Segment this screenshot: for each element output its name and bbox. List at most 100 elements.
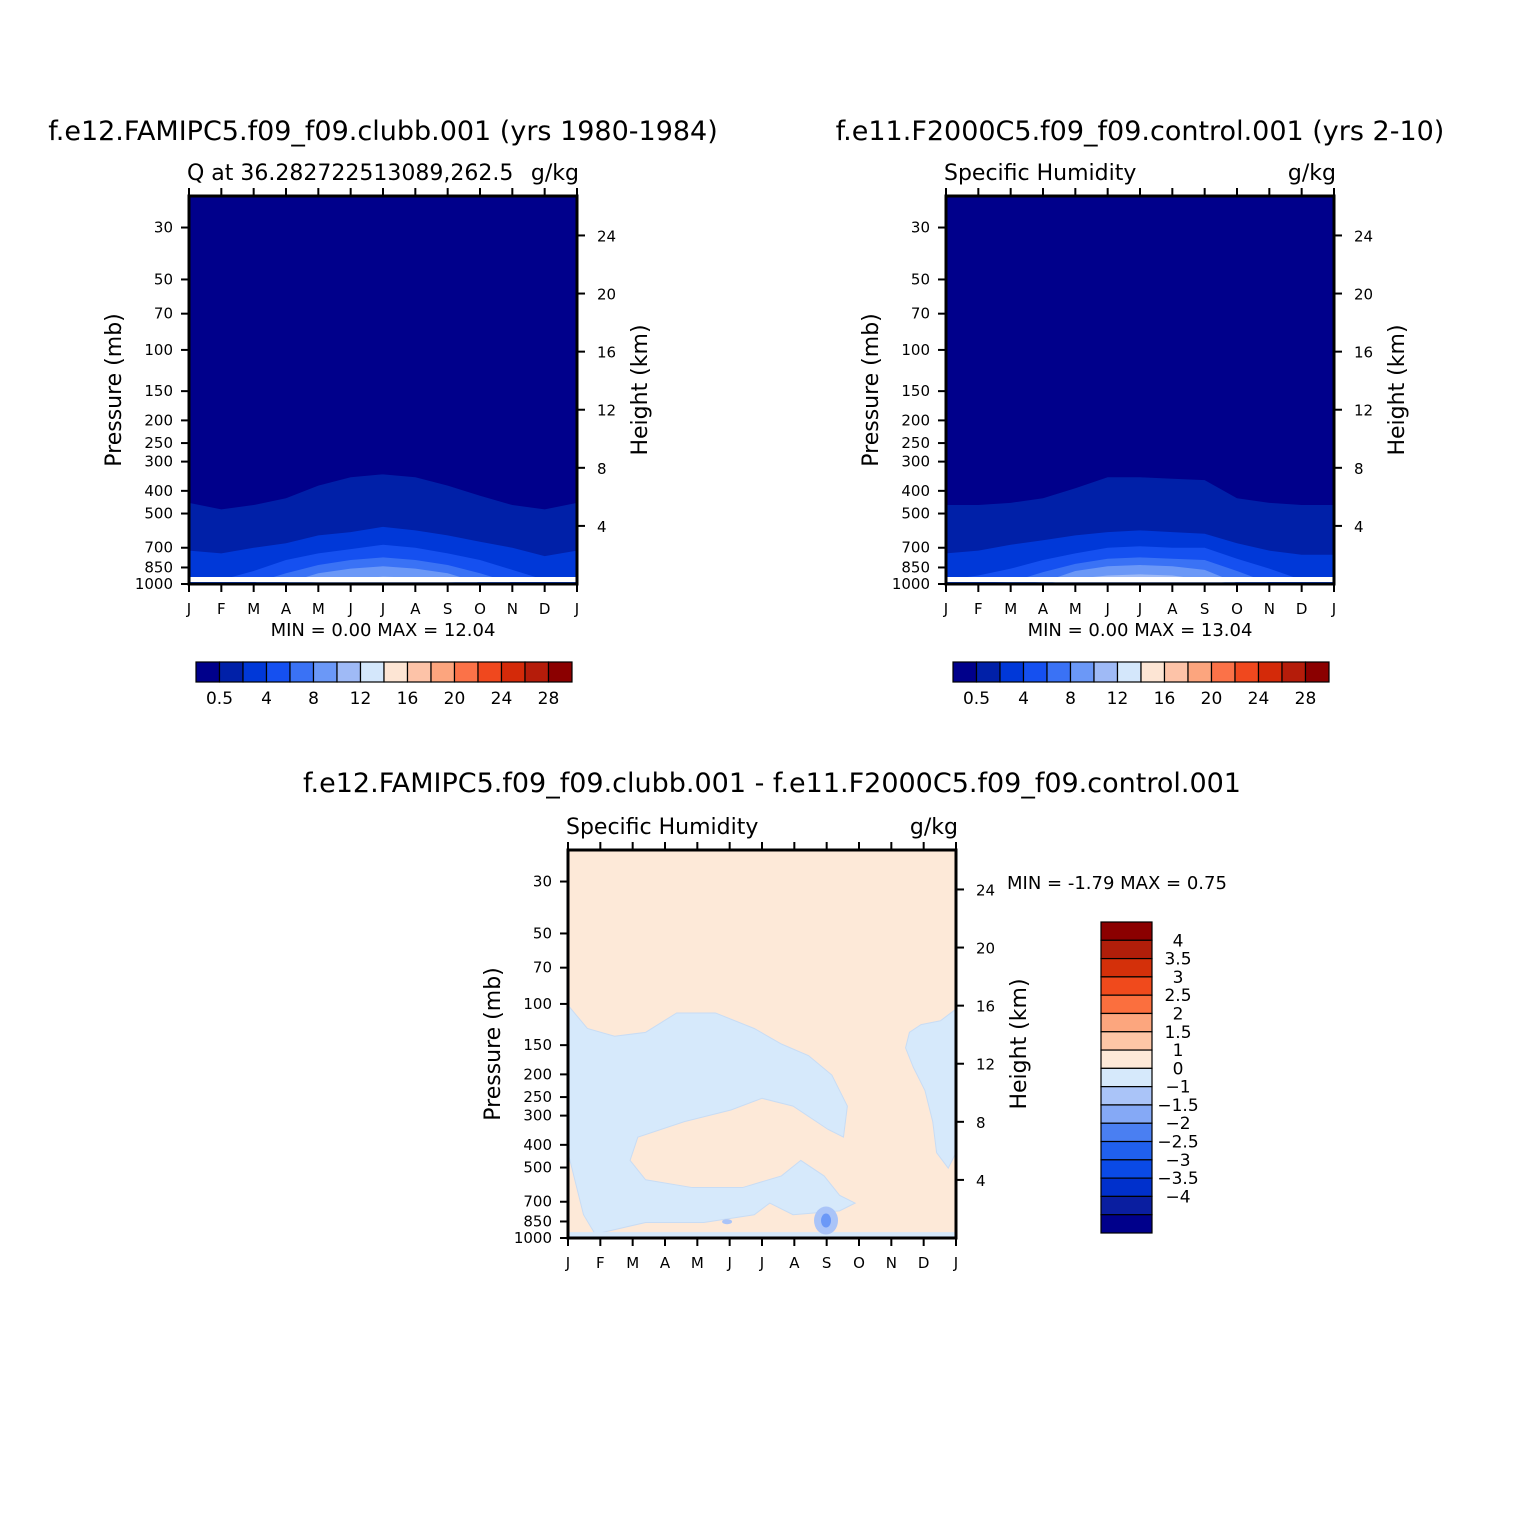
y-axis-right-title: Height (km): [1385, 324, 1410, 455]
x-tick-label: S: [443, 600, 453, 618]
x-tick-label: A: [1167, 600, 1178, 618]
colorbar-label: 12: [350, 689, 372, 709]
y-tick-label: 200: [144, 411, 173, 429]
colorbar-box: [430, 661, 456, 683]
y-right-tick-label: 20: [976, 940, 995, 958]
colorbar-box: [1100, 1140, 1153, 1161]
x-tick-label: A: [410, 600, 421, 618]
x-tick-label: J: [574, 600, 579, 618]
x-tick-label: F: [217, 600, 226, 618]
colorbar-box: [289, 661, 315, 683]
y-axis-right-title: Height (km): [628, 324, 653, 455]
y-right-tick-label: 4: [597, 518, 607, 536]
y-right-tick-label: 8: [597, 460, 607, 478]
x-tick-label: J: [347, 600, 352, 618]
contour-region: [189, 566, 577, 584]
contour-region: [821, 1213, 832, 1228]
y-right-tick-label: 16: [597, 344, 616, 362]
colorbar-box: [453, 661, 479, 683]
colorbar-box: [1304, 661, 1330, 683]
colorbar-box: [1116, 661, 1142, 683]
y-tick-label: 500: [523, 1159, 552, 1177]
colorbar-label: 3.5: [1164, 950, 1191, 970]
x-tick-label: M: [691, 1254, 704, 1272]
colorbar-label: 2: [1173, 1004, 1184, 1024]
y-axis-title: Pressure (mb): [859, 313, 884, 467]
colorbar-box: [242, 661, 268, 683]
colorbar-box: [1163, 661, 1189, 683]
colorbar-label: 1: [1173, 1041, 1184, 1061]
x-tick-label: D: [539, 600, 551, 618]
surface-band: [189, 577, 577, 582]
x-tick-label: M: [1004, 600, 1017, 618]
y-tick-label: 70: [911, 305, 930, 323]
y-right-tick-label: 16: [1354, 344, 1373, 362]
colorbar-label: −1.5: [1157, 1096, 1198, 1116]
colorbar-box: [1100, 994, 1153, 1015]
variable-label: Q at 36.282722513089,262.5: [187, 161, 513, 186]
x-tick-label: D: [1296, 600, 1308, 618]
colorbar-label: −2.5: [1157, 1133, 1198, 1153]
colorbar-box: [524, 661, 550, 683]
x-tick-label: O: [474, 600, 486, 618]
y-tick-label: 100: [901, 341, 930, 359]
colorbar-box: [1234, 661, 1260, 683]
y-tick-label: 150: [523, 1036, 552, 1054]
colorbar-box: [406, 661, 432, 683]
panel-difference: J F M A M J J A S O N D J305070100150200250300400500…: [303, 768, 1241, 1272]
colorbar-box: [1100, 1012, 1153, 1033]
colorbar-label: 4: [1018, 689, 1029, 709]
x-tick-label: A: [281, 600, 292, 618]
x-tick-label: N: [507, 600, 518, 618]
contour-region: [905, 1008, 956, 1170]
x-tick-label: J: [1104, 600, 1109, 618]
panel-title: f.e11.F2000C5.f09_f09.control.001 (yrs 2…: [836, 116, 1445, 147]
units-label: g/kg: [910, 815, 958, 840]
variable-label: Specific Humidity: [944, 161, 1136, 186]
variable-label: Specific Humidity: [566, 815, 758, 840]
y-tick-label: 300: [901, 453, 930, 471]
y-right-tick-label: 12: [976, 1056, 995, 1074]
x-tick-label: M: [626, 1254, 639, 1272]
y-tick-label: 150: [144, 382, 173, 400]
y-axis-right-title: Height (km): [1007, 978, 1032, 1109]
units-label: g/kg: [531, 161, 579, 186]
colorbar-box: [1100, 939, 1153, 960]
panel-title: f.e12.FAMIPC5.f09_f09.clubb.001 (yrs 198…: [48, 116, 718, 147]
colorbar-box: [1100, 1104, 1153, 1124]
colorbar-box: [1022, 661, 1048, 683]
y-tick-label: 250: [144, 434, 173, 452]
y-tick-label: 30: [911, 219, 930, 237]
y-right-tick-label: 20: [1354, 286, 1373, 304]
x-tick-label: F: [974, 600, 983, 618]
colorbar-box: [265, 661, 291, 683]
y-tick-label: 400: [144, 482, 173, 500]
y-right-tick-label: 20: [597, 286, 616, 304]
min-max-label: MIN = 0.00 MAX = 13.04: [1028, 620, 1253, 641]
y-tick-label: 200: [523, 1065, 552, 1083]
colorbar-box: [1100, 976, 1153, 996]
colorbar-box: [1100, 1086, 1153, 1106]
y-axis-title: Pressure (mb): [102, 313, 127, 467]
y-tick-label: 300: [144, 453, 173, 471]
y-tick-label: 400: [901, 482, 930, 500]
y-tick-label: 400: [523, 1136, 552, 1154]
colorbar-box: [500, 661, 526, 683]
contour-region: [722, 1219, 733, 1225]
colorbar-label: 0.5: [963, 689, 990, 709]
colorbar-box: [477, 661, 503, 683]
colorbar-box: [1100, 1159, 1153, 1179]
colorbar-box: [1100, 1195, 1153, 1216]
y-right-tick-label: 4: [976, 1172, 986, 1190]
y-tick-label: 50: [154, 270, 173, 288]
colorbar-box: [952, 661, 978, 683]
y-right-tick-label: 12: [597, 402, 616, 420]
colorbar-label: 3: [1173, 968, 1184, 988]
x-tick-label: S: [1200, 600, 1210, 618]
x-tick-label: D: [918, 1254, 930, 1272]
colorbar-label: −3: [1165, 1151, 1190, 1171]
y-tick-label: 50: [911, 270, 930, 288]
colorbar-label: 4: [1173, 931, 1184, 951]
y-axis-title: Pressure (mb): [481, 967, 506, 1121]
